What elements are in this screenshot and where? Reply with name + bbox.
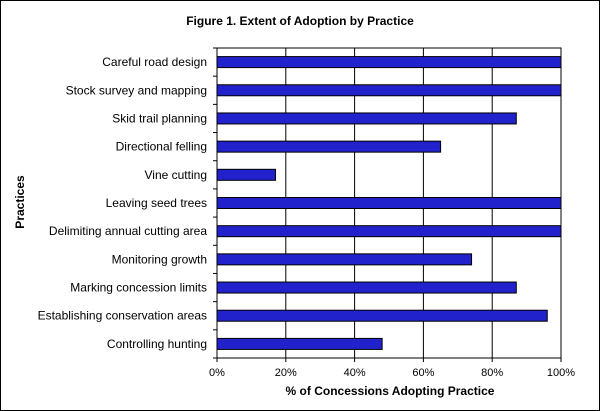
y-axis-title: Practices bbox=[13, 175, 27, 229]
x-tick-label: 60% bbox=[412, 367, 434, 379]
category-label: Delimiting annual cutting area bbox=[49, 224, 207, 238]
category-label: Directional felling bbox=[116, 140, 207, 154]
bar bbox=[216, 337, 383, 350]
chart-title: Figure 1. Extent of Adoption by Practice bbox=[186, 14, 414, 28]
x-tick-label: 80% bbox=[481, 367, 503, 379]
x-tick-label: 100% bbox=[547, 367, 575, 379]
x-tick-label: 0% bbox=[209, 367, 225, 379]
plot-area: Careful road design Stock survey and mapp… bbox=[38, 47, 575, 379]
bar bbox=[216, 112, 517, 125]
bar bbox=[216, 225, 562, 238]
category-label: Careful road design bbox=[102, 55, 207, 69]
x-tick-label: 20% bbox=[275, 367, 297, 379]
bar bbox=[216, 197, 562, 209]
category-label: Vine cutting bbox=[145, 168, 208, 182]
bar bbox=[216, 309, 548, 322]
category-label: Establishing conservation areas bbox=[38, 309, 207, 323]
bar bbox=[216, 281, 517, 294]
category-label: Marking concession limits bbox=[70, 281, 207, 295]
category-label: Leaving seed trees bbox=[106, 196, 207, 210]
bar bbox=[216, 84, 562, 97]
bar bbox=[216, 56, 562, 69]
x-tick-label: 40% bbox=[344, 367, 366, 379]
bar bbox=[216, 253, 473, 266]
category-label: Skid trail planning bbox=[112, 111, 207, 125]
category-label: Monitoring growth bbox=[112, 252, 207, 266]
category-label: Stock survey and mapping bbox=[66, 83, 207, 97]
bar bbox=[216, 168, 276, 181]
x-axis-title: % of Concessions Adopting Practice bbox=[286, 384, 495, 398]
bar bbox=[216, 140, 442, 153]
category-label: Controlling hunting bbox=[107, 337, 207, 351]
